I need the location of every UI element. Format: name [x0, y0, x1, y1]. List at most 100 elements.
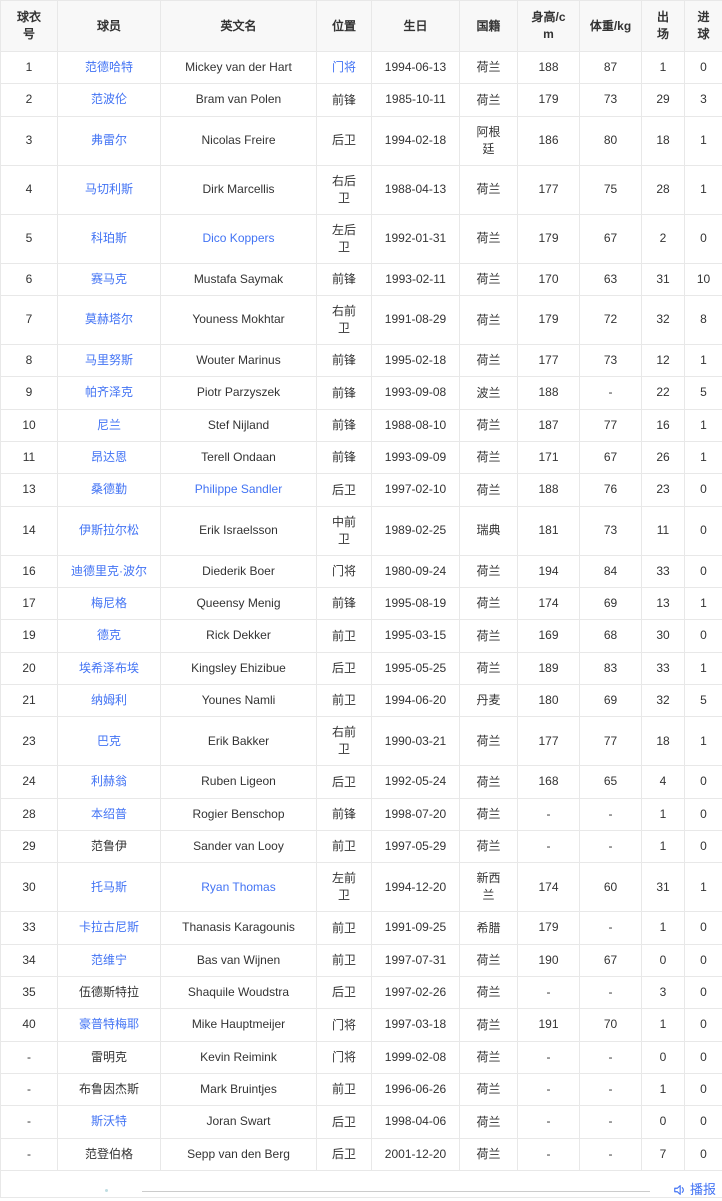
- english-name-link[interactable]: Philippe Sandler: [194, 482, 283, 497]
- position-cell: 右前卫: [316, 716, 372, 767]
- player-name-link[interactable]: 伊斯拉尔松: [78, 523, 139, 538]
- english-name-text: Shaquile Woudstra: [187, 985, 290, 1000]
- player-name-link[interactable]: 迪德里克·波尔: [71, 563, 147, 578]
- position-link-cell: 门将: [316, 50, 372, 85]
- goals-cell: 0: [684, 829, 722, 864]
- weight-cell: 67: [579, 213, 642, 264]
- goals-cell: 1: [684, 343, 722, 378]
- jersey-number-text: 10: [22, 417, 36, 432]
- weight-text: -: [608, 985, 613, 1000]
- goals-cell: 0: [684, 50, 722, 85]
- height-cell: 179: [517, 83, 580, 117]
- player-name-link[interactable]: 本绍普: [90, 806, 127, 821]
- appearances-cell: 0: [641, 1105, 685, 1139]
- player-name-link[interactable]: 科珀斯: [90, 231, 127, 246]
- player-name-link-cell: 本绍普: [57, 797, 161, 831]
- birthday-cell: 1997-03-18: [371, 1008, 460, 1042]
- appearances-cell: 1: [641, 50, 685, 85]
- goals-text: 1: [700, 133, 707, 148]
- nationality-text: 波兰: [476, 385, 501, 400]
- jersey-number-text: -: [27, 1049, 31, 1064]
- height-text: 186: [538, 133, 559, 148]
- player-name-link[interactable]: 梅尼格: [90, 596, 127, 611]
- position-link[interactable]: 门将: [331, 60, 356, 75]
- player-name-link[interactable]: 埃希泽布埃: [78, 660, 139, 675]
- player-name-link[interactable]: 范波伦: [90, 92, 127, 107]
- player-name-link[interactable]: 豪普特梅耶: [78, 1017, 139, 1032]
- jersey-number-text: 34: [22, 952, 36, 967]
- player-row: 29 范鲁伊 Sander van Looy 前卫 1997-05-29 荷兰 - - 1 0: [0, 829, 722, 864]
- player-name-link[interactable]: 弗雷尔: [90, 133, 127, 148]
- jersey-number-text: 2: [25, 92, 33, 107]
- player-name-link[interactable]: 马切利斯: [84, 182, 133, 197]
- player-name-link[interactable]: 卡拉古尼斯: [78, 920, 139, 935]
- birthday-cell: 1995-08-19: [371, 586, 460, 621]
- weight-cell: 73: [579, 83, 642, 117]
- player-name-link[interactable]: 巴克: [96, 733, 121, 748]
- player-name-link[interactable]: 桑德勤: [90, 482, 127, 497]
- jersey-number-cell: 23: [0, 716, 58, 767]
- goals-text: 5: [700, 385, 707, 400]
- player-name-link[interactable]: 莫赫塔尔: [84, 312, 133, 327]
- position-cell: 前卫: [316, 619, 372, 653]
- nationality-text: 荷兰: [476, 1049, 501, 1064]
- player-name-link[interactable]: 尼兰: [96, 417, 121, 432]
- jersey-number-cell: 30: [0, 862, 58, 913]
- nationality-text: 荷兰: [476, 952, 501, 967]
- player-name-link[interactable]: 帕齐泽克: [84, 385, 133, 400]
- player-name-link-cell: 利赫翁: [57, 765, 161, 799]
- english-name-text: Bram van Polen: [195, 92, 282, 107]
- english-name-text: Erik Bakker: [207, 733, 270, 748]
- birthday-cell: 1995-05-25: [371, 651, 460, 685]
- player-name-link[interactable]: 利赫翁: [90, 774, 127, 789]
- jersey-number-cell: 2: [0, 83, 58, 117]
- position-cell: 后卫: [316, 765, 372, 799]
- player-row: 17 梅尼格 Queensy Menig 前锋 1995-08-19 荷兰 174 69 13 1: [0, 586, 722, 621]
- goals-text: 0: [700, 628, 707, 643]
- position-text: 中前卫: [331, 514, 356, 546]
- player-name-link[interactable]: 马里努斯: [84, 353, 133, 368]
- player-name-link-cell: 伊斯拉尔松: [57, 505, 161, 556]
- broadcast-button[interactable]: 播报: [673, 1182, 716, 1198]
- nationality-cell: 荷兰: [459, 975, 518, 1010]
- appearances-cell: 1: [641, 1008, 685, 1042]
- position-text: 前卫: [331, 839, 356, 854]
- player-name-link[interactable]: 斯沃特: [90, 1114, 127, 1129]
- birthday-text: 1991-08-29: [384, 312, 447, 327]
- jersey-number-cell: 10: [0, 408, 58, 442]
- player-name-link[interactable]: 昂达恩: [90, 450, 127, 465]
- player-name-link[interactable]: 德克: [96, 628, 121, 643]
- weight-cell: -: [579, 1105, 642, 1139]
- weight-text: 69: [603, 596, 618, 611]
- nationality-text: 荷兰: [476, 92, 501, 107]
- appearances-text: 3: [659, 985, 667, 1000]
- player-name-link[interactable]: 纳姆利: [90, 693, 127, 708]
- english-name-link[interactable]: Dico Koppers: [202, 231, 275, 246]
- english-name-cell: Kingsley Ehizibue: [160, 651, 317, 685]
- height-text: 168: [538, 774, 559, 789]
- weight-cell: 84: [579, 554, 642, 588]
- height-text: 188: [538, 385, 559, 400]
- player-name-link[interactable]: 范德哈特: [84, 60, 133, 75]
- player-row: 8 马里努斯 Wouter Marinus 前锋 1995-02-18 荷兰 177 73 12…: [0, 343, 722, 378]
- player-name-link-cell: 托马斯: [57, 862, 161, 913]
- player-name-link[interactable]: 赛马克: [90, 271, 127, 286]
- nationality-cell: 荷兰: [459, 716, 518, 767]
- appearances-cell: 2: [641, 213, 685, 264]
- height-text: 191: [538, 1017, 559, 1032]
- nationality-cell: 荷兰: [459, 765, 518, 799]
- jersey-number-cell: 24: [0, 765, 58, 799]
- col-header-label: 球衣号: [16, 10, 41, 41]
- player-name-link[interactable]: 范维宁: [90, 952, 127, 967]
- weight-cell: 75: [579, 164, 642, 215]
- player-name-link[interactable]: 托马斯: [90, 879, 127, 894]
- birthday-text: 1989-02-25: [384, 523, 447, 538]
- nationality-text: 荷兰: [476, 985, 501, 1000]
- english-name-link[interactable]: Ryan Thomas: [201, 879, 276, 894]
- weight-text: 60: [603, 879, 618, 894]
- goals-cell: 3: [684, 83, 722, 117]
- appearances-cell: 0: [641, 943, 685, 977]
- player-row: 34 范维宁 Bas van Wijnen 前卫 1997-07-31 荷兰 190 67 0 0: [0, 943, 722, 977]
- jersey-number-text: 20: [22, 660, 36, 675]
- goals-cell: 5: [684, 683, 722, 718]
